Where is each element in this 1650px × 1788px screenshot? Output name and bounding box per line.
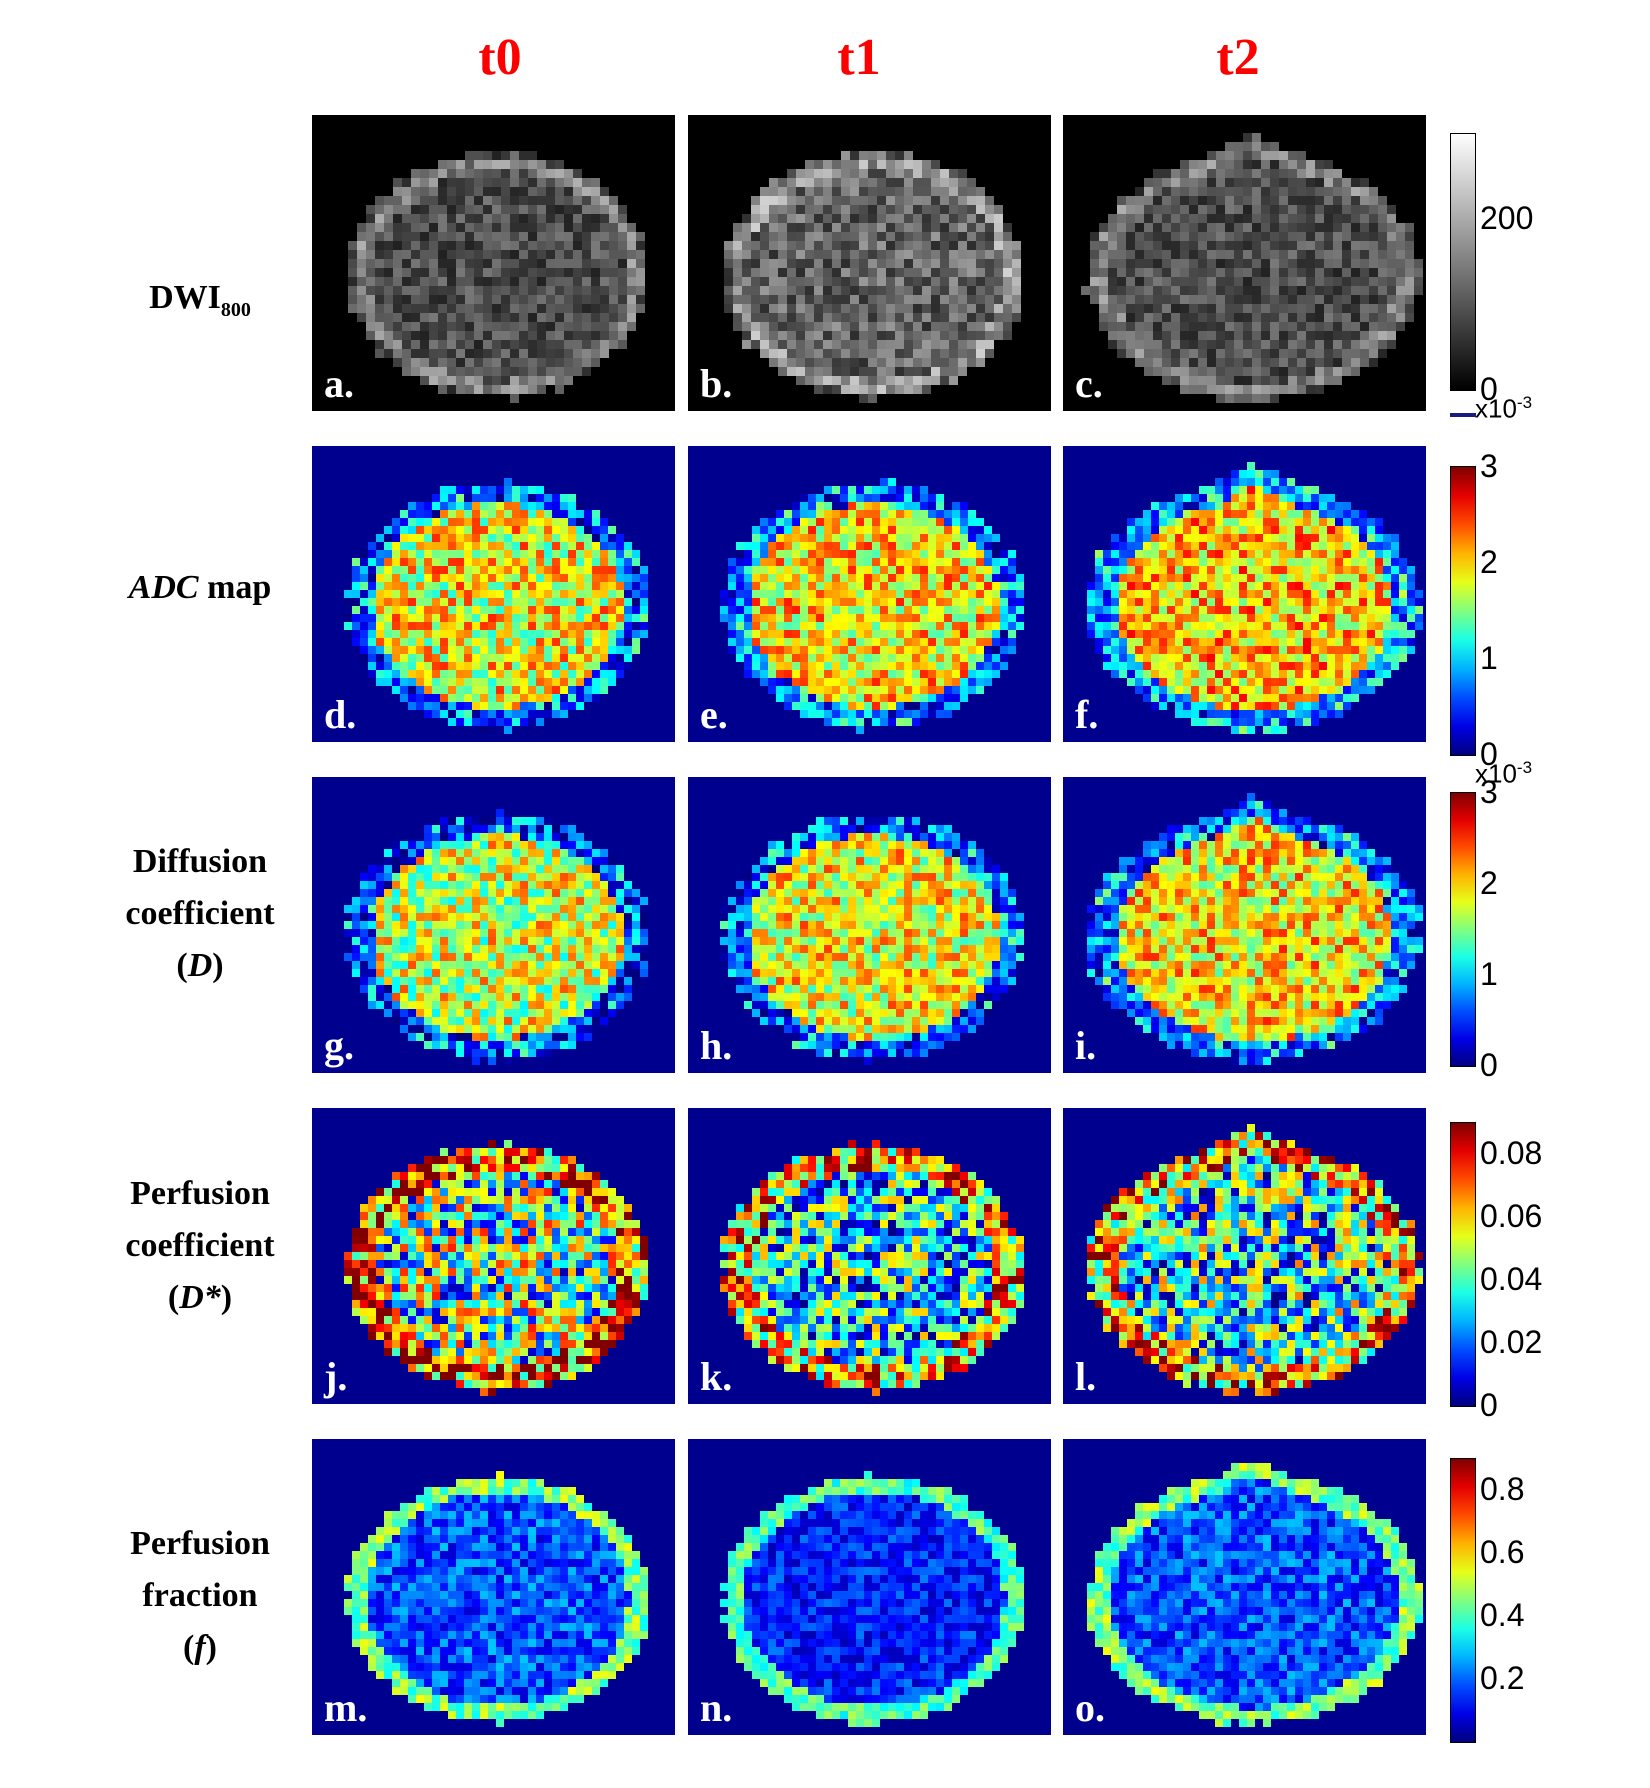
panel-perfusion-coefficient-t2: l.: [1063, 1108, 1426, 1404]
column-title-t2: t2: [1216, 29, 1260, 86]
colorbar-tick-label: 0.08: [1480, 1135, 1543, 1172]
row-label-perfusion-fraction: Perfusion fraction (f): [130, 1525, 270, 1666]
colorbar-exponent-power: -3: [1516, 758, 1533, 777]
panel-perfusion-fraction-t1: n.: [688, 1439, 1051, 1735]
colorbar-tick-label: 0.2: [1480, 1660, 1525, 1697]
colorbar-tick-label: 0: [1480, 371, 1498, 407]
tissue-map: [1087, 793, 1423, 1065]
row-label-dwi800: DWI800: [149, 279, 251, 321]
colorbar-exponent: x10-3: [1475, 758, 1532, 790]
panel-letter: a.: [324, 361, 354, 406]
tissue-map: [720, 1471, 1024, 1727]
panel-diffusion-coefficient-t0: g.: [312, 777, 675, 1073]
panel-letter: e.: [700, 692, 728, 737]
colorbar-tick-label: 200: [1480, 200, 1534, 237]
colorbar-tick-label: 3: [1480, 774, 1498, 810]
colorbar-perfusion-coefficient: [1450, 1122, 1476, 1407]
panel-perfusion-coefficient-t1: k.: [688, 1108, 1051, 1404]
tissue-map: [1081, 133, 1423, 403]
tissue-map: [344, 809, 648, 1065]
tissue-map: [1087, 1463, 1423, 1727]
panel-letter: o.: [1075, 1685, 1105, 1730]
colorbar-tick-label: 2: [1480, 865, 1498, 901]
panel-letter: d.: [324, 692, 357, 737]
panel-perfusion-fraction-t0: m.: [312, 1439, 675, 1735]
colorbar-tick-label: 0.04: [1480, 1261, 1543, 1298]
colorbar-perfusion-fraction: [1450, 1458, 1476, 1743]
colorbar-diffusion-coefficient: [1450, 792, 1476, 1067]
panel-perfusion-coefficient-t0: j.: [312, 1108, 675, 1404]
colorbar-exponent-base: x10: [1475, 758, 1517, 789]
panel-letter: h.: [700, 1023, 733, 1068]
colorbar-adc-map: [1450, 466, 1476, 756]
panel-diffusion-coefficient-t2: i.: [1063, 777, 1426, 1073]
panel-letter: c.: [1075, 361, 1103, 406]
tissue-map: [348, 151, 645, 403]
panel-letter: n.: [700, 1685, 733, 1730]
tissue-map: [1087, 462, 1423, 734]
colorbar-dwi800: [1450, 133, 1476, 391]
colorbar-separator: [1450, 413, 1476, 417]
panel-letter: f.: [1075, 692, 1099, 737]
row-label-adc-map: ADC map: [128, 569, 272, 606]
column-title-t0: t0: [478, 29, 522, 86]
panel-diffusion-coefficient-t1: h.: [688, 777, 1051, 1073]
colorbar-exponent: x10-3: [1475, 393, 1532, 425]
panel-letter: b.: [700, 361, 733, 406]
tissue-map: [724, 151, 1021, 403]
colorbar-tick-label: 3: [1480, 448, 1498, 484]
colorbar-tick-label: 1: [1480, 640, 1498, 676]
panel-dwi800-t2: c.: [1063, 115, 1426, 411]
panel-letter: i.: [1075, 1023, 1097, 1068]
panel-letter: m.: [324, 1685, 368, 1730]
colorbar-tick-label: 0: [1480, 1047, 1498, 1083]
panel-adc-map-t1: e.: [688, 446, 1051, 742]
tissue-map: [344, 478, 648, 734]
colorbar-tick-label: 0.6: [1480, 1534, 1525, 1571]
colorbar-tick-label: 0: [1480, 1387, 1498, 1423]
colorbar-tick-label: 2: [1480, 544, 1498, 580]
tissue-map: [720, 478, 1024, 734]
panel-adc-map-t2: f.: [1063, 446, 1426, 742]
colorbar-tick-label: 0.02: [1480, 1324, 1543, 1361]
panel-letter: g.: [324, 1023, 354, 1068]
panel-dwi800-t1: b.: [688, 115, 1051, 411]
colorbar-tick-label: 0.4: [1480, 1597, 1525, 1634]
colorbar-tick-label: 1: [1480, 956, 1498, 992]
colorbar-tick-label: 0.8: [1480, 1471, 1525, 1508]
tissue-map: [720, 817, 1024, 1065]
panel-letter: l.: [1075, 1354, 1097, 1399]
colorbar-tick-label: 0: [1480, 736, 1498, 772]
column-title-t1: t1: [837, 29, 881, 86]
panel-dwi800-t0: a.: [312, 115, 675, 411]
tissue-map: [720, 1140, 1024, 1396]
colorbar-exponent-power: -3: [1516, 393, 1533, 412]
colorbar-tick-label: 0.06: [1480, 1198, 1543, 1235]
panel-perfusion-fraction-t2: o.: [1063, 1439, 1426, 1735]
tissue-map: [344, 1471, 648, 1727]
tissue-map: [344, 1140, 648, 1396]
row-label-diffusion-coefficient: Diffusion coefficient (D): [125, 843, 275, 984]
colorbar-exponent-base: x10: [1475, 393, 1517, 424]
panel-letter: j.: [324, 1354, 348, 1399]
panel-letter: k.: [700, 1354, 733, 1399]
tissue-map: [1087, 1124, 1423, 1396]
panel-adc-map-t0: d.: [312, 446, 675, 742]
row-label-perfusion-coefficient: Perfusion coefficient (D*): [125, 1175, 275, 1316]
